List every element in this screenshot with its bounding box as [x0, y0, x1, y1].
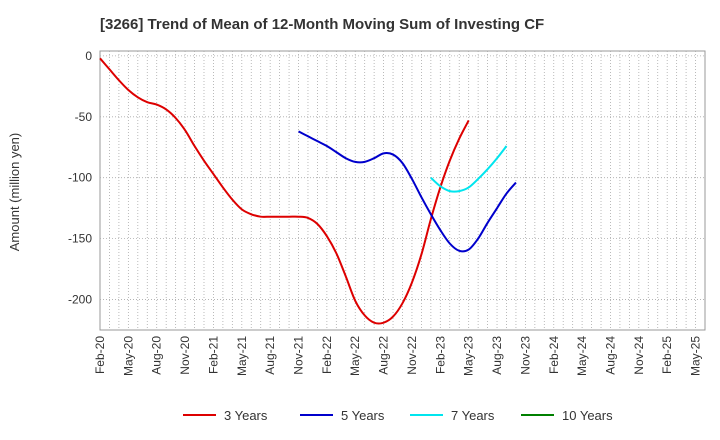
x-tick-label: May-25 — [689, 336, 703, 376]
x-tick-label: Feb-22 — [320, 336, 334, 374]
x-tick-label: Feb-23 — [433, 336, 447, 374]
y-tick-label: -50 — [75, 110, 93, 124]
x-tick-label: Aug-23 — [490, 336, 504, 375]
x-tick-label: Aug-20 — [150, 336, 164, 375]
y-axis: 0 -50 -100 -150 -200 — [68, 49, 92, 307]
x-tick-label: Aug-21 — [263, 336, 277, 375]
x-tick-label: Feb-25 — [660, 336, 674, 374]
x-tick-label: Aug-22 — [377, 336, 391, 375]
x-tick-label: Feb-20 — [93, 336, 107, 374]
grid-lines — [100, 51, 705, 330]
series-layer — [99, 57, 517, 325]
legend-label: 7 Years — [451, 408, 495, 423]
x-tick-label: Aug-24 — [603, 336, 617, 375]
x-axis: Feb-20 May-20 Aug-20 Nov-20 Feb-21 May-21 Aug-… — [93, 336, 703, 376]
x-tick-label: May-21 — [235, 336, 249, 376]
x-tick-label: Nov-22 — [405, 336, 419, 375]
legend-label: 10 Years — [562, 408, 613, 423]
x-tick-label: May-24 — [575, 336, 589, 376]
y-tick-label: -150 — [68, 232, 92, 246]
series-line-7-years — [430, 145, 508, 193]
x-tick-label: Nov-23 — [518, 336, 532, 375]
series-line-3-years — [99, 57, 470, 325]
legend-label: 5 Years — [341, 408, 385, 423]
x-tick-label: May-20 — [121, 336, 135, 376]
x-tick-label: Feb-21 — [206, 336, 220, 374]
legend: 3 Years 5 Years 7 Years 10 Years — [183, 408, 613, 423]
series-line-5-years — [298, 130, 517, 253]
x-tick-label: Nov-20 — [178, 336, 192, 375]
x-tick-label: Nov-24 — [632, 336, 646, 375]
y-tick-label: -100 — [68, 171, 92, 185]
x-tick-label: Feb-24 — [547, 336, 561, 374]
plot-area — [99, 50, 706, 331]
y-tick-label: 0 — [85, 49, 92, 63]
chart-title: [3266] Trend of Mean of 12-Month Moving … — [100, 16, 544, 33]
x-tick-label: May-22 — [348, 336, 362, 376]
x-tick-label: Nov-21 — [292, 336, 306, 375]
y-tick-label: -200 — [68, 293, 92, 307]
y-axis-label: Amount (million yen) — [7, 133, 22, 252]
x-tick-label: May-23 — [462, 336, 476, 376]
legend-label: 3 Years — [224, 408, 268, 423]
